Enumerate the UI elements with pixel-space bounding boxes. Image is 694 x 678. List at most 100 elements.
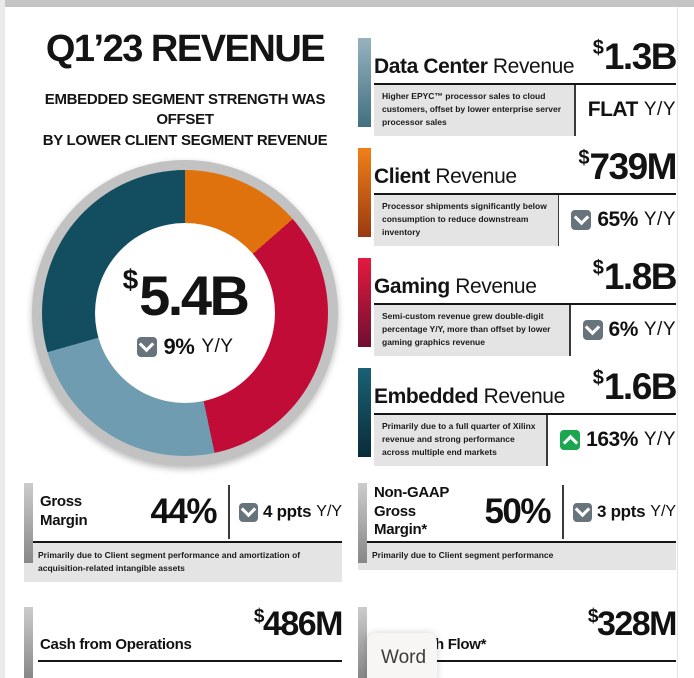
label-line-1: Non-GAAP bbox=[374, 483, 450, 501]
change-suffix: Y/Y bbox=[643, 99, 676, 121]
divider bbox=[374, 83, 676, 85]
card-change: 163% Y/Y bbox=[548, 415, 676, 466]
card-value: $1.6B bbox=[592, 366, 678, 407]
change-suffix: Y/Y bbox=[643, 209, 676, 231]
card-note: Processor shipments significantly below … bbox=[374, 195, 558, 246]
card-cash-from-operations: Cash from Operations $486M bbox=[24, 605, 344, 678]
divider bbox=[372, 660, 676, 662]
currency-symbol: $ bbox=[587, 606, 599, 627]
left-edge-strip bbox=[0, 0, 5, 678]
card-change: 6% Y/Y bbox=[571, 305, 676, 356]
change-ppts: 3 ppts bbox=[597, 502, 646, 521]
chevron-down-icon bbox=[239, 501, 258, 522]
card-change: FLAT Y/Y bbox=[576, 85, 676, 136]
segment-name-rest: Revenue bbox=[449, 275, 537, 298]
word-tooltip[interactable]: Word bbox=[367, 633, 437, 678]
total-revenue-number: 5.4B bbox=[139, 264, 250, 327]
change-percent: 163% bbox=[586, 428, 638, 452]
card-value: $1.3B bbox=[592, 36, 678, 77]
accent-bar bbox=[358, 368, 371, 457]
card-title: Data Center Revenue bbox=[374, 55, 575, 79]
accent-bar bbox=[358, 258, 371, 347]
accent-bar bbox=[358, 148, 371, 237]
card-title: Client Revenue bbox=[374, 165, 517, 189]
chevron-down-icon bbox=[136, 336, 157, 357]
subtitle-line-2: BY LOWER CLIENT SEGMENT REVENUE bbox=[42, 131, 328, 149]
accent-bar bbox=[24, 483, 33, 563]
chevron-down-icon bbox=[573, 501, 592, 522]
segment-name: Data Center bbox=[374, 55, 488, 78]
total-revenue-value: $5.4B bbox=[122, 264, 250, 327]
value-number: 486M bbox=[262, 605, 344, 643]
currency-symbol: $ bbox=[122, 264, 139, 295]
chevron-up-icon bbox=[560, 430, 581, 451]
vertical-divider bbox=[568, 305, 571, 356]
currency-symbol: $ bbox=[592, 367, 604, 389]
segment-name: Gaming bbox=[374, 275, 450, 298]
metric-value: $486M bbox=[253, 605, 344, 643]
card-change: 65% Y/Y bbox=[559, 195, 676, 246]
card-title: Gaming Revenue bbox=[374, 275, 537, 299]
currency-symbol: $ bbox=[592, 37, 604, 59]
change-ppts: 4 ppts bbox=[263, 502, 312, 521]
card-value: $1.8B bbox=[593, 256, 678, 297]
label-line-2: Gross Margin* bbox=[374, 502, 427, 539]
donut-center: $5.4B 9% Y/Y bbox=[95, 223, 275, 403]
change-suffix: Y/Y bbox=[643, 319, 676, 341]
card-note: Primarily due to a full quarter of Xilin… bbox=[374, 415, 547, 466]
vertical-divider bbox=[228, 485, 230, 539]
card-free-cash-flow: Free Cash Flow* $328M bbox=[358, 605, 678, 678]
revenue-donut-chart: $5.4B 9% Y/Y bbox=[32, 160, 338, 466]
currency-symbol: $ bbox=[253, 606, 265, 627]
subtitle-line-1: EMBEDDED SEGMENT STRENGTH WAS OFFSET bbox=[44, 91, 326, 129]
accent-bar bbox=[358, 607, 367, 678]
card-note: Higher EPYC™ processor sales to cloud cu… bbox=[374, 85, 574, 136]
metric-value: $328M bbox=[587, 605, 678, 643]
word-tooltip-label: Word bbox=[381, 647, 427, 668]
change-percent: 9% bbox=[163, 334, 195, 359]
metric-label: Cash from Operations bbox=[40, 636, 192, 653]
page-title: Q1’23 REVENUE bbox=[45, 28, 326, 70]
card-client: Client Revenue $739M Processor shipments… bbox=[358, 148, 677, 246]
segment-name-rest: Revenue bbox=[487, 55, 575, 78]
change-suffix: Y/Y bbox=[316, 503, 343, 520]
right-gutter-line bbox=[677, 7, 678, 678]
divider bbox=[24, 541, 342, 543]
divider bbox=[38, 660, 342, 662]
value-number: 1.6B bbox=[603, 366, 678, 407]
value-number: 1.3B bbox=[603, 36, 678, 77]
accent-bar bbox=[358, 38, 371, 127]
change-percent: 65% bbox=[597, 208, 638, 232]
change-suffix: Y/Y bbox=[650, 503, 677, 520]
change-percent: FLAT bbox=[587, 98, 639, 122]
chevron-down-icon bbox=[571, 209, 592, 231]
metric-label: Gross Margin bbox=[40, 493, 132, 531]
card-gross-margin: Gross Margin 44% 4 ppts Y/Y Primarily du… bbox=[24, 483, 343, 583]
change-suffix: Y/Y bbox=[201, 336, 234, 357]
chevron-down-icon bbox=[582, 319, 603, 341]
segment-name-rest: Revenue bbox=[478, 385, 566, 408]
segment-name: Client bbox=[374, 165, 430, 188]
divider bbox=[374, 413, 676, 415]
accent-bar bbox=[358, 483, 367, 563]
vertical-divider bbox=[557, 195, 560, 246]
metric-note: Primarily due to Client segment performa… bbox=[24, 543, 342, 583]
total-revenue-change: 9% Y/Y bbox=[136, 334, 234, 360]
metric-note: Primarily due to Client segment performa… bbox=[358, 543, 676, 570]
card-data-center: Data Center Revenue $1.3B Higher EPYC™ p… bbox=[358, 36, 678, 136]
accent-bar bbox=[24, 607, 33, 678]
metric-value: 50% bbox=[484, 492, 551, 531]
value-number: 1.8B bbox=[603, 256, 678, 297]
card-embedded: Embedded Revenue $1.6B Primarily due to … bbox=[358, 366, 678, 466]
divider bbox=[374, 303, 676, 305]
vertical-divider bbox=[562, 485, 564, 539]
card-non-gaap-gross-margin: Non-GAAP Gross Margin* 50% 3 ppts Y/Y Pr… bbox=[358, 483, 676, 570]
label-line-1: Gross Margin bbox=[40, 493, 88, 529]
change-percent: 6% bbox=[608, 318, 639, 342]
card-value: $739M bbox=[578, 148, 677, 185]
vertical-divider bbox=[573, 85, 576, 136]
value-number: 328M bbox=[596, 605, 678, 643]
metric-label: Non-GAAP Gross Margin* bbox=[374, 484, 466, 540]
segment-name-rest: Revenue bbox=[429, 165, 517, 188]
